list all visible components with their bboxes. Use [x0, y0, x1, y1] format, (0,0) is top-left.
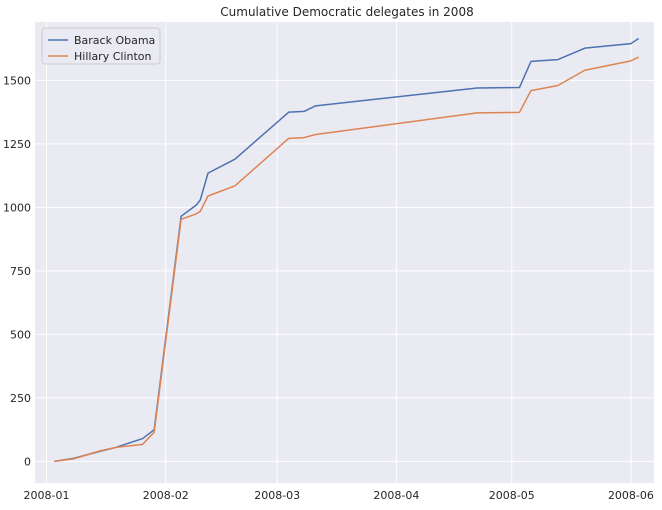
x-tick-label: 2008-06	[608, 489, 654, 502]
legend: Barack Obama Hillary Clinton	[41, 27, 161, 65]
legend-label-barack-obama: Barack Obama	[74, 34, 155, 47]
x-tick-label: 2008-02	[143, 489, 189, 502]
y-tick-label: 1000	[3, 201, 31, 214]
x-axis-ticks: 2008-01 2008-02 2008-03 2008-04 2008-05 2008-…	[24, 489, 654, 502]
legend-label-hillary-clinton: Hillary Clinton	[74, 50, 152, 63]
y-tick-label: 0	[24, 455, 31, 468]
plot-area	[35, 22, 654, 483]
y-tick-label: 250	[10, 392, 31, 405]
gridlines	[35, 22, 654, 483]
chart-title: Cumulative Democratic delegates in 2008	[220, 5, 473, 19]
x-tick-label: 2008-01	[24, 489, 70, 502]
series-line-hillary-clinton	[54, 56, 639, 463]
x-tick-label: 2008-05	[489, 489, 535, 502]
series-lines	[54, 37, 640, 463]
x-tick-label: 2008-04	[373, 489, 419, 502]
x-tick-label: 2008-03	[254, 489, 300, 502]
y-tick-label: 1500	[3, 74, 31, 87]
legend-box	[41, 27, 161, 65]
y-tick-label: 500	[10, 328, 31, 341]
y-axis-ticks: 0 250 500 750 1000 1250 1500	[3, 74, 31, 468]
series-line-barack-obama	[54, 37, 640, 463]
y-tick-label: 1250	[3, 138, 31, 151]
y-tick-label: 750	[10, 265, 31, 278]
